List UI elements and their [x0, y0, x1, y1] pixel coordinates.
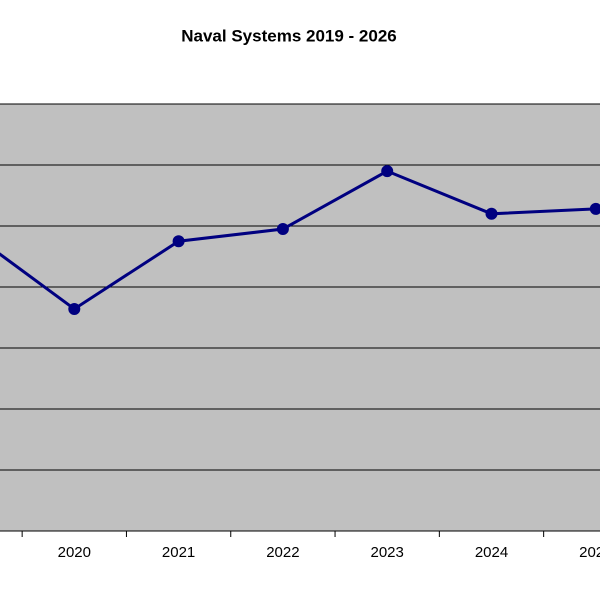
x-tick-label: 2021: [162, 544, 195, 561]
x-tick-label: 2025: [579, 544, 600, 561]
data-point: [589, 202, 600, 215]
x-tick-label: 2024: [475, 544, 508, 561]
plot-area: [0, 103, 600, 532]
data-point: [68, 302, 81, 315]
data-point: [485, 207, 498, 220]
data-point: [172, 235, 185, 248]
x-tick-label: 2023: [371, 544, 404, 561]
x-tick-label: 2020: [58, 544, 91, 561]
data-point: [381, 165, 394, 178]
chart-title: Naval Systems 2019 - 2026: [181, 26, 397, 45]
x-tick-label: 2022: [266, 544, 299, 561]
data-point: [276, 223, 289, 236]
